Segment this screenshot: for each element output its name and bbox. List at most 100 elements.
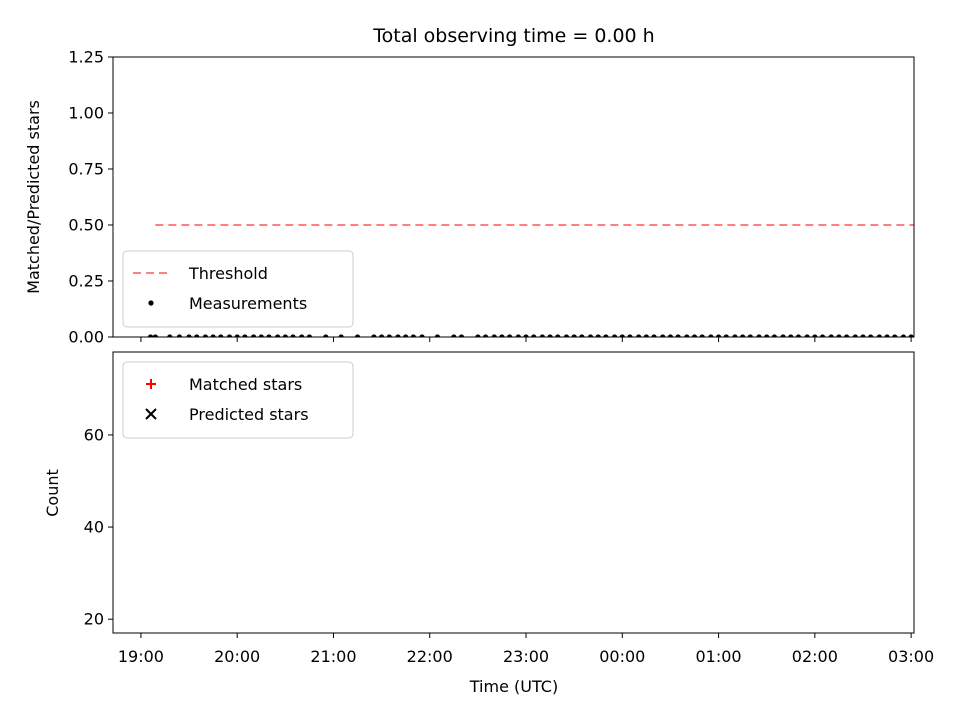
measurement-point bbox=[587, 334, 594, 337]
measurement-point bbox=[434, 334, 441, 337]
legend-entry-label: Matched stars bbox=[189, 375, 302, 394]
measurement-point bbox=[844, 334, 850, 337]
measurement-point bbox=[323, 334, 329, 337]
legend-entry-label: Predicted stars bbox=[189, 405, 309, 424]
measurement-point bbox=[916, 334, 921, 339]
legend-predicted-swatch bbox=[145, 408, 157, 420]
top-y-axis-label: Matched/Predicted stars bbox=[24, 100, 43, 294]
measurement-point bbox=[507, 334, 513, 337]
measurement-point bbox=[250, 334, 257, 337]
measurement-point bbox=[603, 334, 609, 337]
measurement-point bbox=[563, 334, 570, 337]
measurement-point bbox=[933, 334, 938, 339]
x-tick-label: 01:00 bbox=[696, 647, 742, 666]
x-tick-label: 22:00 bbox=[407, 647, 453, 666]
measurement-point bbox=[723, 334, 729, 337]
measurement-point bbox=[949, 334, 954, 339]
measurement-point bbox=[451, 334, 457, 337]
y-tick-label: 40 bbox=[84, 518, 104, 537]
measurement-point bbox=[371, 334, 377, 337]
measurement-point bbox=[258, 334, 264, 337]
measurement-point bbox=[684, 334, 690, 337]
measurement-point bbox=[876, 334, 882, 337]
measurement-point bbox=[266, 334, 272, 337]
measurement-point bbox=[611, 334, 618, 337]
measurement-point bbox=[940, 334, 945, 339]
measurement-point bbox=[852, 334, 858, 337]
measurement-point bbox=[306, 334, 312, 337]
measurement-point bbox=[275, 334, 281, 337]
measurement-point bbox=[242, 334, 248, 337]
measurement-point bbox=[482, 334, 489, 337]
legend-measurement-swatch bbox=[148, 300, 154, 306]
measurement-point bbox=[667, 334, 674, 337]
measurement-point bbox=[290, 334, 296, 337]
measurement-point bbox=[210, 334, 216, 337]
x-tick-label: 21:00 bbox=[310, 647, 356, 666]
measurement-point bbox=[282, 334, 288, 337]
measurement-point bbox=[531, 334, 537, 337]
measurement-point bbox=[795, 334, 802, 337]
measurement-point bbox=[812, 334, 818, 337]
chart-title: Total observing time = 0.00 h bbox=[372, 25, 654, 47]
measurement-point bbox=[780, 334, 786, 337]
measurement-point bbox=[579, 334, 585, 337]
measurement-point bbox=[756, 334, 762, 337]
legend-box bbox=[122, 361, 354, 439]
bottom-panel: 20 40 60 19:00 20:00 21:00 22:00 23:00 00:00 01:0… bbox=[84, 351, 934, 666]
y-tick-label: 60 bbox=[84, 425, 104, 444]
measurement-point bbox=[338, 334, 344, 337]
plot-area bbox=[147, 224, 960, 339]
measurement-point bbox=[410, 334, 416, 337]
measurement-point bbox=[925, 334, 930, 339]
measurement-point bbox=[379, 334, 385, 337]
measurement-point bbox=[539, 334, 545, 337]
measurement-point bbox=[186, 334, 192, 337]
x-tick-label: 19:00 bbox=[118, 647, 164, 666]
measurement-point bbox=[764, 334, 770, 337]
measurement-point bbox=[957, 334, 960, 339]
y-tick-label: 0.50 bbox=[68, 216, 104, 235]
measurement-point bbox=[836, 334, 842, 337]
x-tick-label: 03:00 bbox=[888, 647, 934, 666]
measurement-point bbox=[636, 334, 642, 337]
measurement-point bbox=[218, 334, 224, 337]
measurement-point bbox=[708, 334, 714, 337]
measurement-point bbox=[595, 334, 601, 337]
x-tick-label: 20:00 bbox=[214, 647, 260, 666]
measurement-point bbox=[419, 334, 425, 337]
measurement-point bbox=[747, 334, 753, 337]
x-tick-label: 00:00 bbox=[599, 647, 645, 666]
panel-frame bbox=[112, 56, 915, 338]
measurement-point bbox=[660, 334, 666, 337]
measurement-point bbox=[147, 334, 154, 337]
measurement-point bbox=[354, 334, 361, 337]
y-tick-label: 20 bbox=[84, 610, 104, 629]
measurement-point bbox=[152, 334, 158, 337]
measurement-point bbox=[547, 334, 553, 337]
legend-predicted-swatch-b bbox=[145, 408, 157, 420]
measurement-point bbox=[804, 334, 810, 337]
measurement-point bbox=[788, 334, 794, 337]
measurement-point bbox=[403, 334, 409, 337]
measurement-point bbox=[884, 334, 890, 337]
top-panel: 0.00 0.25 0.50 0.75 1.00 1.25 Threshold Measure… bbox=[68, 48, 960, 347]
measurement-point bbox=[475, 334, 481, 337]
bottom-y-axis-label: Count bbox=[43, 469, 62, 517]
y-tick-label: 0.75 bbox=[68, 160, 104, 179]
measurement-point bbox=[908, 334, 914, 337]
measurement-point bbox=[675, 334, 681, 337]
y-tick-label: 0.25 bbox=[68, 272, 104, 291]
measurement-point bbox=[868, 334, 874, 337]
measurement-point bbox=[299, 334, 305, 337]
measurement-point bbox=[691, 334, 698, 337]
y-tick-label: 1.25 bbox=[68, 48, 104, 67]
legend-matched-swatch bbox=[146, 379, 156, 389]
y-tick-label: 0.00 bbox=[68, 328, 104, 347]
measurement-point bbox=[234, 334, 240, 337]
measurement-point bbox=[515, 334, 521, 337]
measurement-point bbox=[386, 334, 392, 337]
measurement-point bbox=[699, 334, 705, 337]
measurement-point bbox=[571, 334, 577, 337]
measurement-point bbox=[176, 334, 183, 337]
